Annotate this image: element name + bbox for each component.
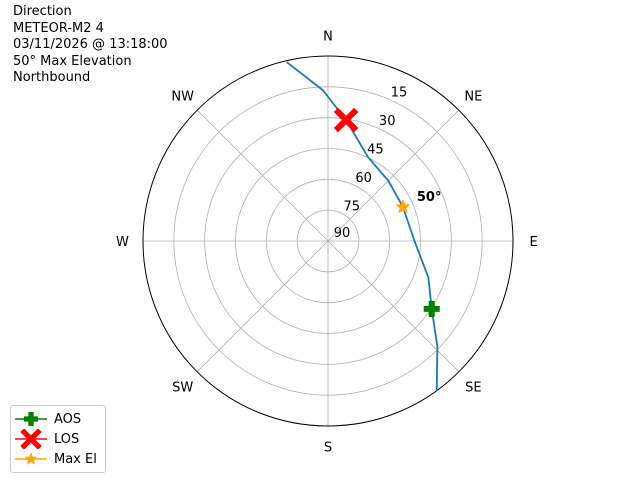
legend-swatch xyxy=(15,429,47,449)
max-elevation-annotation: 50° xyxy=(417,190,442,205)
legend-marker xyxy=(24,452,38,465)
marker-los xyxy=(333,107,359,133)
chart-title: Direction METEOR-M2 4 03/11/2026 @ 13:18:0… xyxy=(13,4,168,87)
legend-swatch xyxy=(15,452,47,465)
legend-entry: AOS xyxy=(11,409,81,429)
r-tick-label: 90 xyxy=(334,226,351,241)
grid-spoke xyxy=(327,109,460,242)
theta-tick-label: SW xyxy=(172,380,193,395)
r-tick-label: 75 xyxy=(344,200,361,215)
marker-max-el xyxy=(395,199,411,214)
polar-frame xyxy=(142,55,514,427)
legend-label: Max El xyxy=(54,451,97,467)
theta-tick-label: NE xyxy=(464,90,482,105)
legend: AOS LOS Max El xyxy=(10,405,106,473)
legend-swatch xyxy=(15,412,47,426)
r-tick-label: 30 xyxy=(379,114,396,129)
theta-tick-label: NW xyxy=(171,90,194,105)
track-line xyxy=(286,61,439,391)
title-line: 50° Max Elevation xyxy=(13,53,132,69)
theta-tick-label: S xyxy=(324,441,332,456)
grid-spoke xyxy=(196,109,329,242)
title-line: METEOR-M2 4 xyxy=(13,20,104,36)
legend-entry: LOS xyxy=(11,429,79,449)
theta-tick-label: SE xyxy=(465,380,481,395)
r-tick-label: 15 xyxy=(391,86,408,101)
title-line: Direction xyxy=(13,4,72,19)
grid-spoke xyxy=(196,240,329,373)
title-line: 03/11/2026 @ 13:18:00 xyxy=(13,37,168,52)
title-line: Northbound xyxy=(13,70,91,85)
legend-marker xyxy=(20,429,42,449)
legend-label: LOS xyxy=(54,431,80,447)
legend-entry: Max El xyxy=(11,449,97,469)
legend-marker xyxy=(24,412,38,426)
theta-tick-label: N xyxy=(323,29,333,44)
legend-label: AOS xyxy=(54,411,82,427)
theta-tick-label: E xyxy=(529,235,537,250)
r-tick-label: 60 xyxy=(355,171,372,186)
marker-aos xyxy=(423,300,440,317)
r-tick-label: 45 xyxy=(367,143,384,158)
theta-tick-label: W xyxy=(116,235,129,250)
